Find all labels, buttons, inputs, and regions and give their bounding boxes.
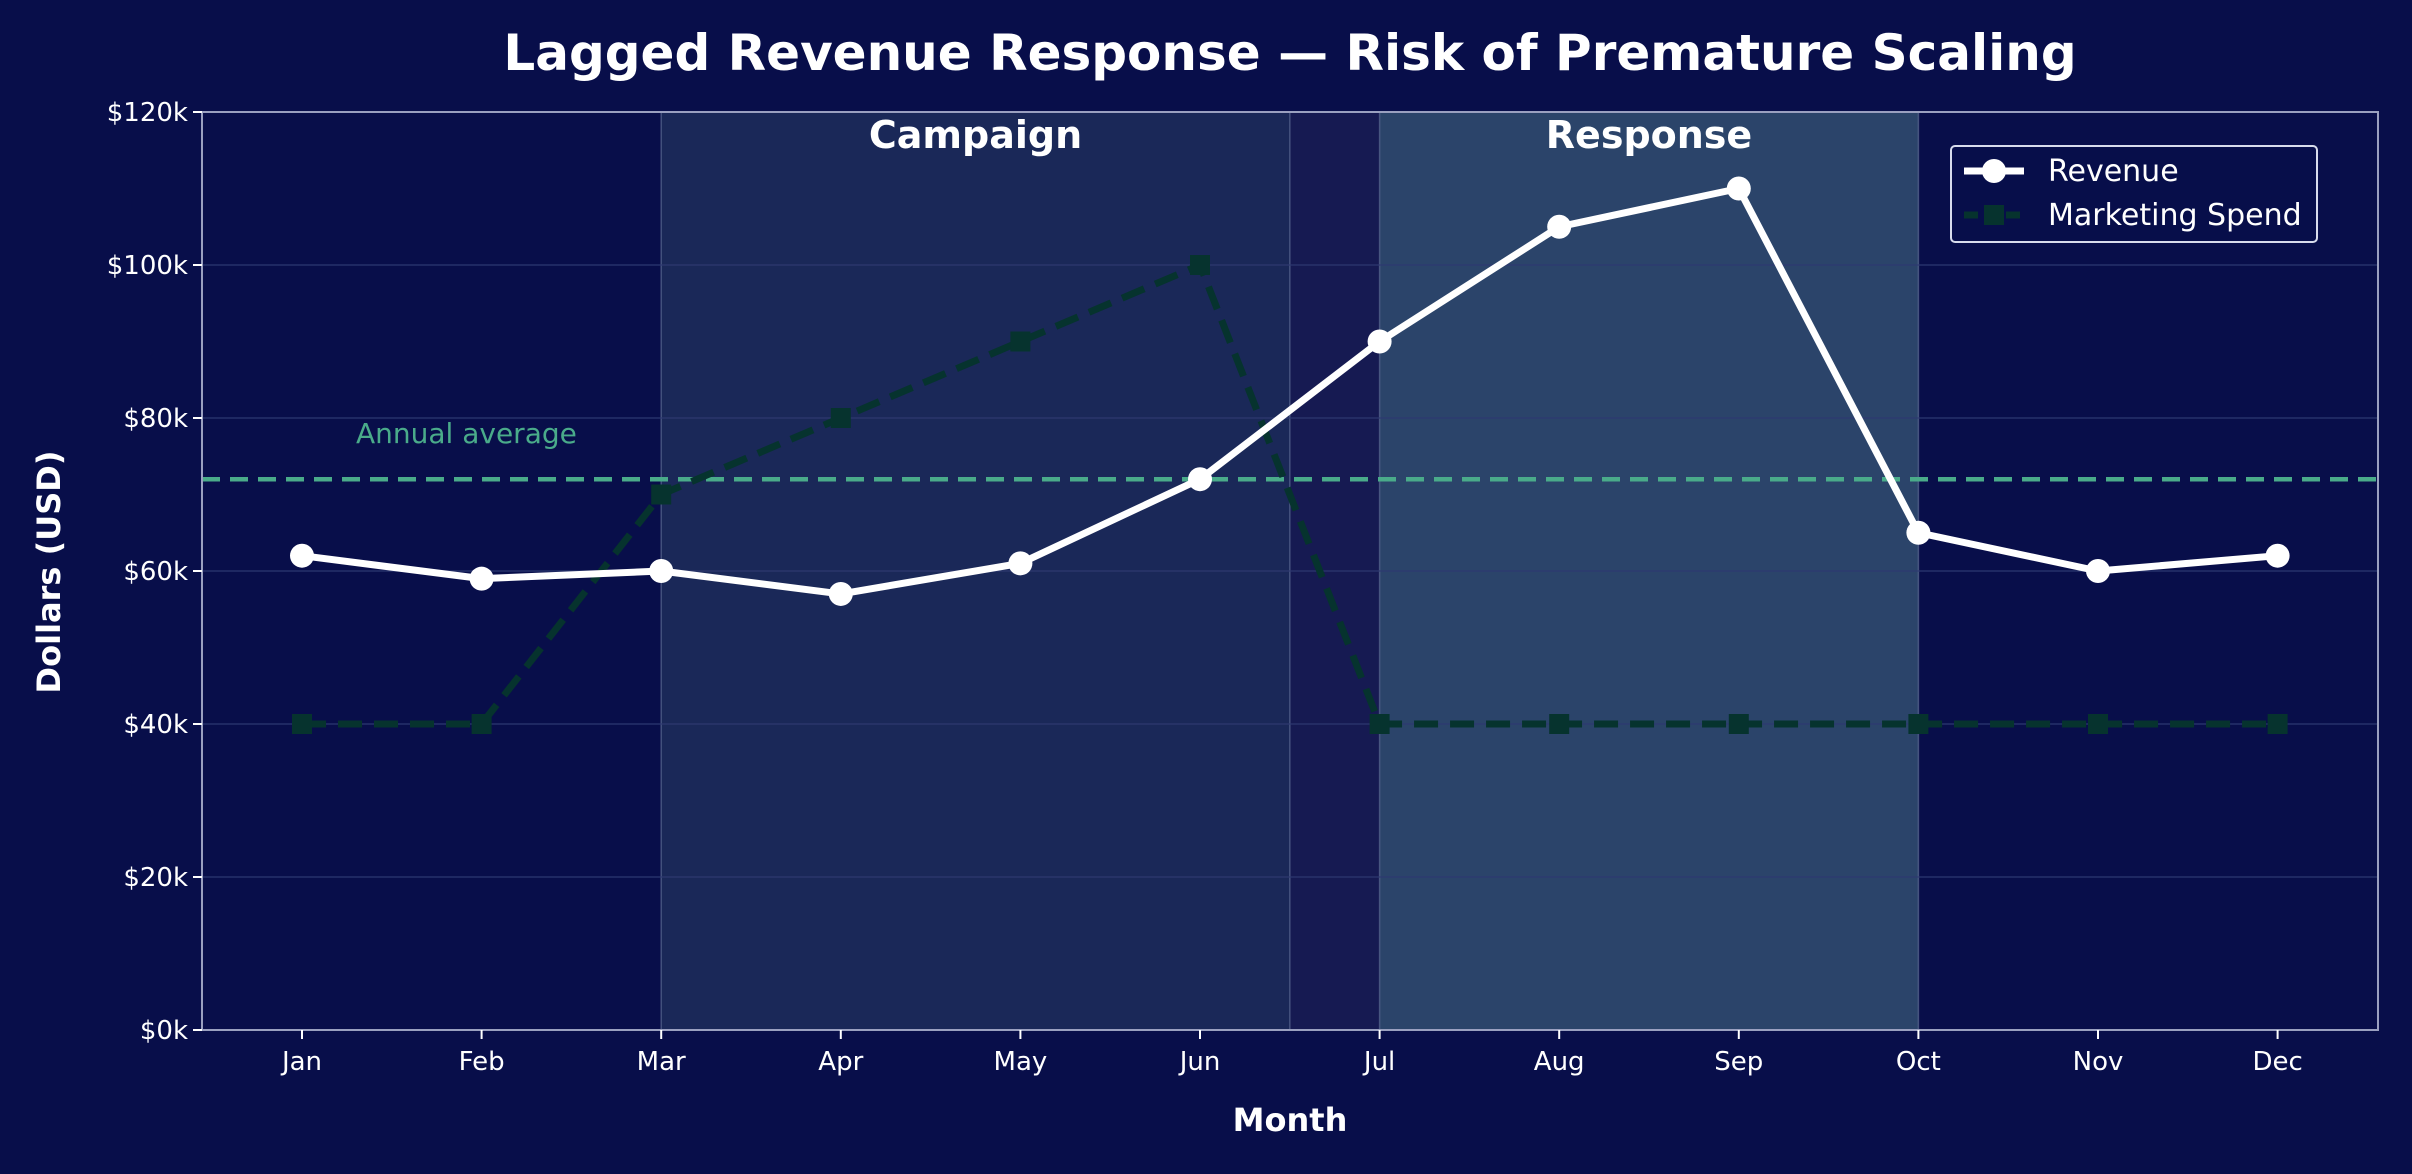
x-tick-label: Sep	[1714, 1047, 1763, 1077]
data-point-marketing-spend	[2267, 714, 2288, 734]
x-tick-label: Jul	[1362, 1047, 1395, 1077]
x-tick-label: Mar	[637, 1047, 686, 1077]
x-tick-label: May	[994, 1047, 1048, 1077]
data-point-revenue	[290, 543, 314, 568]
x-axis-label: Month	[1233, 1101, 1348, 1139]
x-tick-label: Jan	[280, 1047, 322, 1077]
data-point-revenue	[1726, 176, 1751, 201]
reference-line-label: Annual average	[356, 417, 577, 450]
chart-title: Lagged Revenue Response — Risk of Premat…	[503, 24, 2076, 82]
data-point-revenue	[469, 566, 494, 591]
x-tick-label: Nov	[2073, 1047, 2124, 1077]
y-tick-label: $40k	[123, 710, 188, 740]
x-tick-label: Apr	[818, 1047, 863, 1077]
x-tick-label: Oct	[1896, 1047, 1941, 1077]
x-tick-label: Dec	[2252, 1047, 2302, 1077]
data-point-revenue	[1188, 467, 1212, 492]
data-point-revenue	[1906, 520, 1931, 545]
x-tick-label: Feb	[459, 1047, 505, 1077]
y-tick-label: $100k	[107, 251, 188, 281]
data-point-revenue	[649, 559, 674, 583]
legend-label-revenue: Revenue	[2048, 154, 2179, 189]
legend-box	[1950, 145, 2318, 243]
data-point-revenue	[828, 581, 853, 606]
reference-line-group: Annual average	[202, 417, 2378, 482]
x-tick-label: Aug	[1534, 1047, 1585, 1077]
region-label-campaign: Campaign	[869, 113, 1082, 157]
data-point-marketing-spend	[1190, 255, 1210, 275]
x-tick-label: Jun	[1178, 1047, 1221, 1077]
legend-marker-revenue	[1982, 159, 2006, 183]
data-point-marketing-spend	[1010, 331, 1031, 352]
legend: Revenue Marketing Spend	[1950, 145, 2318, 243]
data-point-revenue	[1547, 214, 1572, 239]
y-axis-label: Dollars (USD)	[30, 451, 68, 694]
axes-layer: $0k $20k $40k $60k $80k $100k $120k Jan Feb Mar Ap…	[107, 98, 2379, 1077]
data-point-revenue	[2086, 559, 2110, 583]
y-tick-label: $0k	[140, 1016, 188, 1046]
data-point-marketing-spend	[1549, 714, 1570, 734]
data-point-marketing-spend	[292, 714, 312, 734]
series-layer	[290, 176, 2290, 734]
y-tick-label: $80k	[123, 404, 188, 434]
y-tick-label: $120k	[107, 98, 188, 128]
data-point-marketing-spend	[1369, 714, 1390, 734]
series-line-marketing-spend	[302, 261, 2278, 728]
y-tick-label: $60k	[123, 557, 188, 587]
data-point-marketing-spend	[471, 714, 492, 734]
data-point-revenue	[2265, 543, 2290, 568]
region-label-response: Response	[1546, 113, 1752, 157]
legend-label-marketing-spend: Marketing Spend	[2048, 198, 2302, 233]
gridlines	[202, 264, 2378, 878]
data-point-marketing-spend	[651, 484, 672, 505]
data-point-marketing-spend	[2088, 714, 2108, 734]
legend-marker-marketing-spend	[1984, 205, 2004, 225]
data-point-marketing-spend	[1908, 714, 1929, 734]
series-line-revenue	[301, 185, 2278, 598]
data-point-marketing-spend	[830, 408, 851, 428]
data-point-revenue	[1367, 329, 1392, 354]
data-point-revenue	[1008, 551, 1033, 576]
data-point-marketing-spend	[1728, 714, 1749, 734]
y-tick-label: $20k	[123, 863, 188, 893]
